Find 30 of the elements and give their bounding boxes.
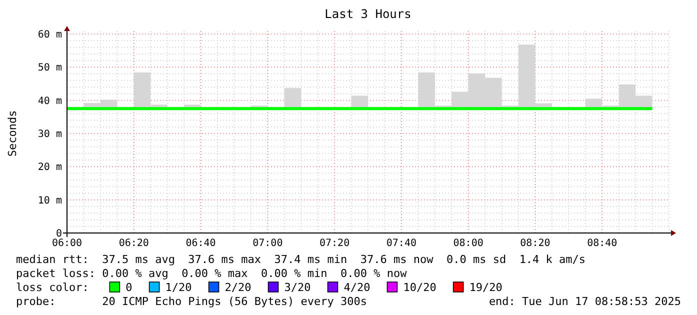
text: packet loss: 0.00 % avg 0.00 % max 0.00 % min 0.00 % now <box>16 267 408 280</box>
text: median rtt: 37.5 ms avg 37.6 ms max 37.4 ms min 37.6 ms now 0.0 ms sd 1.4 k am/s <box>16 253 586 266</box>
y-tick-label: 40 m <box>38 96 62 107</box>
y-axis-title: Seconds <box>6 110 19 157</box>
y-tick-label: 20 m <box>38 162 62 174</box>
x-tick-label: 06:00 <box>52 238 82 249</box>
y-tick-label: 30 m <box>38 129 62 140</box>
x-tick-label: 06:20 <box>118 238 149 249</box>
legend-title: loss color: <box>16 281 89 294</box>
y-tick-label: 60 m <box>38 30 62 40</box>
legend-label: 2/20 <box>224 281 252 294</box>
x-tick-label: 08:00 <box>453 238 484 249</box>
y-tick-label: 0 <box>56 228 62 240</box>
text: end: Tue Jun 17 08:58:53 2025 <box>488 295 681 308</box>
x-tick-label: 06:40 <box>186 238 216 249</box>
legend-label: 0 <box>126 281 132 294</box>
x-tick-label: 08:40 <box>587 238 618 249</box>
legend-label: 4/20 <box>344 281 370 294</box>
legend-label: 10/20 <box>403 281 436 294</box>
y-tick-label: 10 m <box>38 195 62 206</box>
legend-label: 3/20 <box>284 281 311 294</box>
x-tick-label: 07:40 <box>386 238 417 249</box>
text: probe: 20 ICMP Echo Pings (56 Bytes) every 300s <box>16 295 367 308</box>
legend-label: 19/20 <box>469 281 502 294</box>
x-tick-label: 08:20 <box>520 238 550 249</box>
y-tick-label: 50 m <box>38 62 62 74</box>
x-tick-label: 07:20 <box>319 238 350 249</box>
legend-label: 1/20 <box>165 281 192 294</box>
chart-title: Last 3 Hours <box>324 7 412 21</box>
x-tick-label: 07:00 <box>252 238 283 249</box>
